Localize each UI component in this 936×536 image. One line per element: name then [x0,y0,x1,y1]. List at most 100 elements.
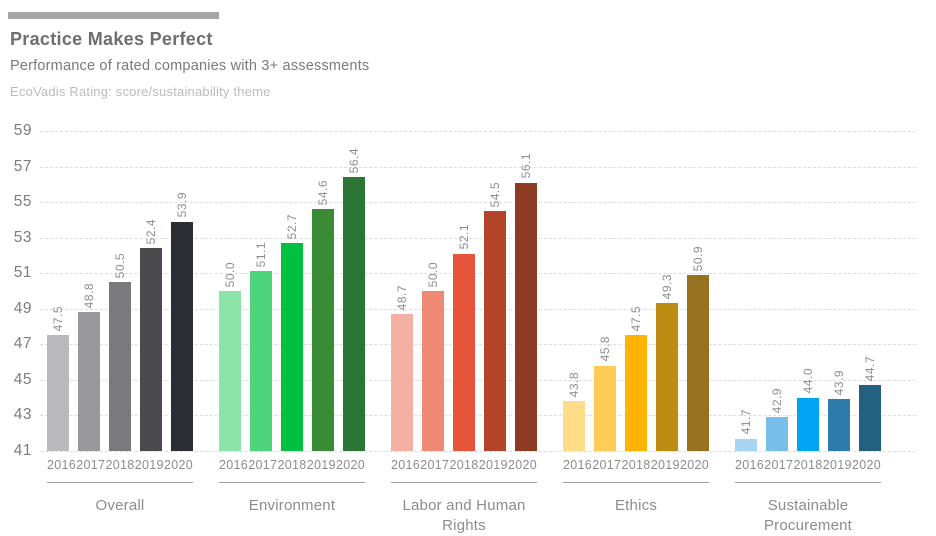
bar-cell: 44.0 [797,368,819,451]
year-labels: 2016 2017 2018 2019 2020 [219,458,365,472]
group-separator-rule [47,482,193,483]
bar-cell: 45.8 [594,336,616,451]
y-axis-tick-label: 47 [13,335,32,353]
bar [422,291,444,451]
bar-cell: 53.9 [171,192,193,451]
bar-cell: 56.4 [343,148,365,451]
year-labels: 2016 2017 2018 2019 2020 [563,458,709,472]
y-axis-tick-label: 41 [13,442,32,459]
year-label: 2016 [391,458,421,472]
bar-value-label: 52.4 [144,218,158,245]
bar [735,438,757,451]
bar [78,312,100,451]
bar-value-label: 56.1 [519,153,533,179]
year-labels: 2016 2017 2018 2019 2020 [47,458,193,472]
year-label: 2020 [507,458,537,472]
bar-group: 43.8 45.8 47.5 49.3 50.9 2016 2017 2018 2019 2020… [563,131,709,516]
y-axis-tick-label: 43 [13,406,32,424]
year-label: 2016 [735,458,765,472]
bar-cell: 50.0 [219,262,241,451]
year-label: 2019 [822,458,852,472]
bar-value-label: 48.7 [395,284,409,311]
bar [281,243,303,451]
gridline-layer [40,131,916,452]
bar [515,182,537,451]
bar-cell: 52.4 [140,219,162,451]
bar-cell: 48.7 [391,285,413,451]
gridline [40,451,916,452]
y-axis-tick-label: 45 [13,370,32,388]
bar-cell: 47.5 [625,306,647,451]
year-label: 2017 [248,458,278,472]
bar [171,221,193,451]
gridline [40,379,916,381]
bar-value-label: 50.0 [426,261,440,287]
bar-cell: 48.8 [78,283,100,451]
bar-value-label: 47.5 [629,306,643,332]
bar-value-label: 43.9 [832,370,846,396]
year-labels: 2016 2017 2018 2019 2020 [735,458,881,472]
bar-value-label: 44.7 [863,355,877,382]
group-separator-rule [563,482,709,483]
year-label: 2020 [335,458,365,472]
bar-cell: 42.9 [766,388,788,451]
header-accent-bar [8,12,219,19]
bar [453,253,475,451]
group-label: Overall [95,497,145,514]
bar [219,291,241,451]
bar [828,399,850,451]
bar [250,271,272,451]
year-label: 2018 [793,458,823,472]
bar-cell: 50.0 [422,262,444,451]
gridline [40,273,916,275]
bar-value-label: 45.8 [598,336,612,362]
group-label: Sustainable Procurement [763,497,853,534]
year-label: 2017 [592,458,622,472]
bar [859,385,881,451]
bar-value-label: 50.9 [691,245,705,271]
bar-value-label: 54.5 [488,181,502,207]
bar-group: 41.7 42.9 44.0 43.9 44.7 2016 2017 2018 2019 2020… [735,131,881,536]
bar-value-label: 54.6 [316,179,330,206]
gridline [40,131,916,132]
bar-value-label: 50.5 [113,252,127,279]
year-label: 2020 [851,458,881,472]
year-label: 2019 [478,458,508,472]
bar-cell: 54.6 [312,180,334,451]
bar-cell: 49.3 [656,274,678,451]
bar [625,335,647,451]
y-axis-tick-label: 51 [13,264,32,282]
page-title: Practice Makes Perfect [10,29,213,49]
y-axis-tick-label: 49 [13,299,32,317]
bar-cell: 47.5 [47,306,69,451]
bar-value-label: 44.0 [801,368,815,394]
gridline [40,415,916,417]
chart-unit-caption: EcoVadis Rating: score/sustainability th… [10,84,271,99]
year-label: 2016 [219,458,249,472]
year-label: 2019 [306,458,336,472]
bar-cell: 44.7 [859,356,881,451]
year-label: 2019 [134,458,164,472]
year-label: 2016 [563,458,593,472]
bar [312,209,334,451]
bar-cell: 56.1 [515,153,537,451]
y-axis-tick-label: 59 [13,122,32,139]
gridline [40,237,916,239]
bar-cell: 52.1 [453,224,475,451]
bar-value-label: 52.7 [285,213,299,239]
bar [343,177,365,451]
bar [109,282,131,451]
group-separator-rule [219,482,365,483]
bar-cell: 52.7 [281,214,303,451]
gridline [40,344,916,346]
bar-row: 50.0 51.1 52.7 54.6 56.4 [219,131,365,451]
bar-group: 50.0 51.1 52.7 54.6 56.4 2016 2017 2018 2019 2020… [219,131,365,516]
bar [391,314,413,451]
bar [140,248,162,451]
bar-row: 41.7 42.9 44.0 43.9 44.7 [735,131,881,451]
bar-value-label: 48.8 [82,282,96,309]
bar-cell: 43.8 [563,372,585,451]
year-label: 2017 [420,458,450,472]
bar-value-label: 47.5 [51,306,65,332]
bar [656,303,678,451]
